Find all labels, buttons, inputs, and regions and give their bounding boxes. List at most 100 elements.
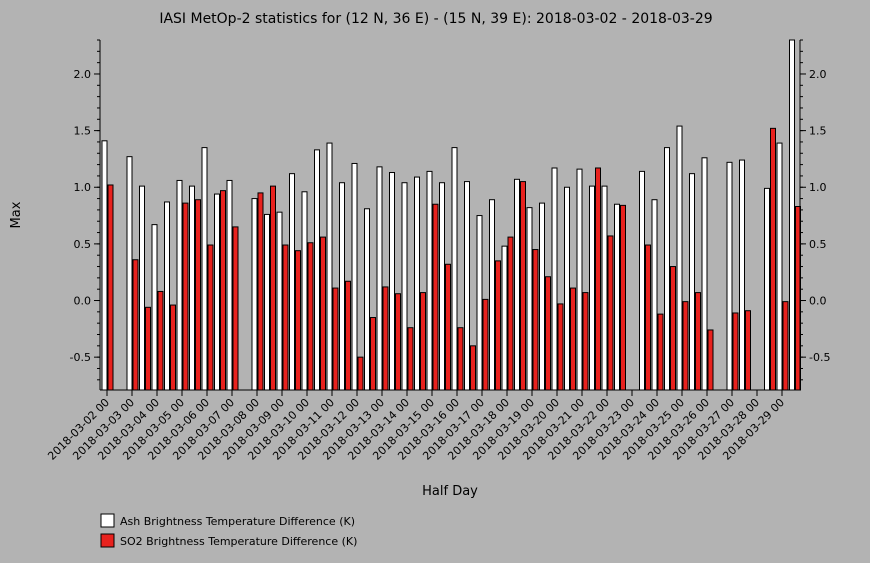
ash-bar — [689, 173, 695, 391]
so2-bar — [407, 327, 414, 391]
legend-swatch-ash — [100, 513, 115, 528]
so2-bar — [232, 226, 239, 391]
ash-bar — [426, 170, 433, 391]
so2-bar — [445, 263, 451, 391]
so2-bar — [170, 304, 176, 391]
so2-bar — [182, 202, 189, 391]
ash-bar — [276, 211, 283, 391]
ash-bar — [764, 187, 770, 391]
ash-bar — [326, 142, 333, 391]
ash-bar — [576, 168, 583, 391]
so2-bar — [107, 184, 114, 391]
y-axis-label: Max — [9, 201, 24, 228]
so2-bar — [745, 310, 751, 391]
so2-bar — [607, 235, 614, 391]
ash-bar — [126, 156, 133, 391]
ash-bar — [289, 173, 295, 391]
so2-bar — [357, 356, 364, 391]
y-tick-label-right: 1.0 — [809, 181, 827, 194]
so2-bar — [132, 259, 139, 391]
ash-bar — [551, 167, 558, 391]
ash-bar — [264, 213, 270, 391]
so2-bar — [732, 312, 739, 391]
ash-bar — [226, 179, 233, 391]
so2-bar — [220, 190, 226, 391]
so2-bar — [382, 286, 389, 391]
ash-bar — [351, 162, 358, 391]
ash-bar — [664, 147, 670, 391]
ash-bar — [364, 208, 370, 391]
so2-bar — [532, 249, 539, 391]
ash-bar — [189, 185, 195, 391]
ash-bar — [251, 198, 258, 391]
so2-bar — [270, 185, 276, 391]
so2-bar — [307, 242, 314, 391]
so2-bar — [707, 329, 714, 391]
ash-bar — [414, 176, 420, 391]
ash-bar — [201, 147, 208, 391]
legend-label-ash: Ash Brightness Temperature Difference (K… — [120, 515, 355, 528]
legend: Ash Brightness Temperature Difference (K… — [100, 513, 357, 548]
ash-bar — [139, 185, 145, 391]
axes: -0.5 -0.50.0 0.00.5 0.51.0 1.01.5 1.52.0 2.020… — [45, 39, 830, 463]
legend-swatch-so2 — [100, 533, 115, 548]
so2-bar — [595, 167, 601, 391]
ash-bar — [739, 159, 745, 391]
so2-bar — [570, 287, 576, 391]
so2-bar — [482, 298, 489, 391]
so2-bar — [695, 292, 701, 391]
ash-bar — [164, 201, 170, 391]
ash-bar — [151, 224, 158, 391]
ash-bar — [314, 149, 320, 391]
ash-bar — [526, 207, 533, 391]
so2-bar — [645, 244, 651, 391]
ash-bar — [601, 185, 608, 391]
y-tick-label-right: 0.0 — [809, 295, 827, 308]
ash-bar — [301, 191, 308, 391]
bar-layer — [101, 39, 801, 391]
ash-bar — [401, 182, 408, 391]
ash-bar — [701, 157, 708, 391]
ash-bar — [639, 170, 645, 391]
so2-bar — [520, 181, 526, 391]
so2-bar — [420, 292, 426, 391]
so2-bar — [282, 244, 289, 391]
y-tick-label-right: 0.5 — [809, 238, 827, 251]
so2-bar — [545, 276, 551, 391]
ash-bar — [514, 178, 520, 391]
so2-bar — [370, 317, 376, 391]
ash-bar — [539, 202, 545, 391]
y-tick-label-right: 1.5 — [809, 125, 827, 138]
so2-bar — [395, 293, 401, 391]
ash-bar — [614, 203, 620, 391]
so2-bar — [770, 127, 776, 391]
y-tick-label-left: 0.5 — [74, 238, 92, 251]
so2-bar — [557, 303, 564, 391]
y-tick-label-right: -0.5 — [809, 351, 830, 364]
y-tick-label-left: -0.5 — [70, 351, 91, 364]
ash-bar — [476, 215, 483, 391]
chart-title: IASI MetOp-2 statistics for (12 N, 36 E)… — [159, 11, 712, 27]
ash-bar — [389, 172, 395, 391]
ash-bar — [776, 142, 783, 391]
so2-bar — [320, 236, 326, 391]
x-axis-label: Half Day — [422, 484, 478, 499]
ash-bar — [464, 181, 470, 391]
so2-bar — [345, 280, 351, 391]
so2-bar — [657, 313, 664, 391]
so2-bar — [145, 306, 151, 391]
so2-bar — [582, 292, 589, 391]
y-tick-label-right: 2.0 — [809, 68, 827, 81]
so2-bar — [670, 266, 676, 391]
so2-bar — [207, 244, 214, 391]
so2-bar — [157, 290, 164, 391]
so2-bar — [495, 260, 501, 391]
so2-bar — [295, 250, 301, 391]
so2-bar — [332, 287, 339, 391]
ash-bar — [564, 186, 570, 391]
so2-bar — [457, 327, 464, 391]
ash-bar — [676, 125, 683, 391]
so2-bar — [782, 301, 789, 391]
so2-bar — [195, 199, 201, 391]
